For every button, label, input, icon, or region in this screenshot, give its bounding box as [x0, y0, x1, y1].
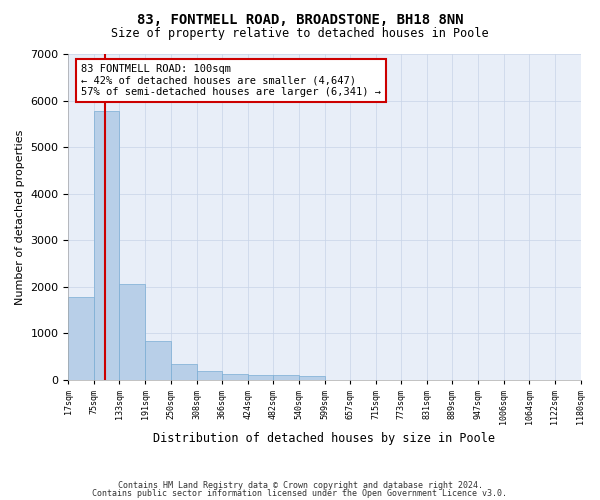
Bar: [299, 376, 325, 380]
Bar: [145, 342, 171, 380]
Text: Contains public sector information licensed under the Open Government Licence v3: Contains public sector information licen…: [92, 489, 508, 498]
Bar: [171, 364, 197, 380]
Bar: [119, 284, 145, 380]
Bar: [248, 375, 273, 380]
X-axis label: Distribution of detached houses by size in Poole: Distribution of detached houses by size …: [154, 432, 496, 445]
Bar: [273, 376, 299, 380]
Bar: [94, 111, 119, 380]
Bar: [68, 297, 94, 380]
Text: 83, FONTMELL ROAD, BROADSTONE, BH18 8NN: 83, FONTMELL ROAD, BROADSTONE, BH18 8NN: [137, 12, 463, 26]
Bar: [222, 374, 248, 380]
Bar: [197, 371, 222, 380]
Text: 83 FONTMELL ROAD: 100sqm
← 42% of detached houses are smaller (4,647)
57% of sem: 83 FONTMELL ROAD: 100sqm ← 42% of detach…: [81, 64, 381, 97]
Text: Contains HM Land Registry data © Crown copyright and database right 2024.: Contains HM Land Registry data © Crown c…: [118, 481, 482, 490]
Text: Size of property relative to detached houses in Poole: Size of property relative to detached ho…: [111, 28, 489, 40]
Y-axis label: Number of detached properties: Number of detached properties: [15, 129, 25, 304]
